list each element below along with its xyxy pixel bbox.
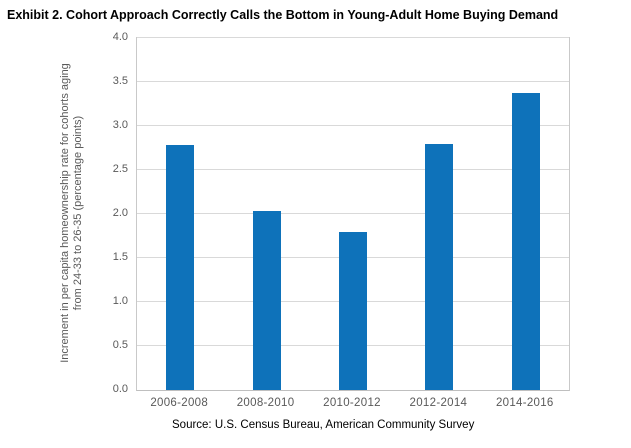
y-tick-label-1.5: 1.5 bbox=[112, 251, 128, 263]
bar-2010-2012 bbox=[339, 232, 367, 390]
chart-title: Exhibit 2. Cohort Approach Correctly Cal… bbox=[7, 8, 559, 22]
x-tick-label-2012-2014: 2012-2014 bbox=[409, 397, 468, 409]
gridline-2.0 bbox=[137, 213, 569, 214]
source-note: Source: U.S. Census Bureau, American Com… bbox=[172, 419, 475, 431]
gridline-3.5 bbox=[137, 81, 569, 82]
x-tick-label-2014-2016: 2014-2016 bbox=[495, 397, 554, 409]
y-tick-label-2.0: 2.0 bbox=[112, 207, 128, 219]
bar-2014-2016 bbox=[511, 93, 540, 390]
x-tick-label-2006-2008: 2006-2008 bbox=[150, 397, 209, 409]
x-tick-label-2008-2010: 2008-2010 bbox=[236, 397, 295, 409]
y-tick-label-2.5: 2.5 bbox=[112, 163, 128, 175]
gridline-3.0 bbox=[137, 125, 569, 126]
y-tick-label-4.0: 4.0 bbox=[112, 31, 128, 43]
bar-2012-2014 bbox=[425, 144, 454, 390]
y-tick-label-0.5: 0.5 bbox=[112, 339, 128, 351]
y-tick-label-3.5: 3.5 bbox=[112, 75, 128, 87]
bar-2008-2010 bbox=[252, 211, 281, 390]
bar-2006-2008 bbox=[166, 145, 195, 390]
plot-area bbox=[136, 37, 570, 391]
gridline-2.5 bbox=[137, 169, 569, 170]
y-tick-label-1.0: 1.0 bbox=[112, 295, 128, 307]
x-tick-label-2010-2012: 2010-2012 bbox=[323, 397, 381, 409]
y-tick-label-0.0: 0.0 bbox=[112, 383, 128, 395]
gridline-4.0 bbox=[137, 37, 569, 38]
y-tick-label-3.0: 3.0 bbox=[112, 119, 128, 131]
